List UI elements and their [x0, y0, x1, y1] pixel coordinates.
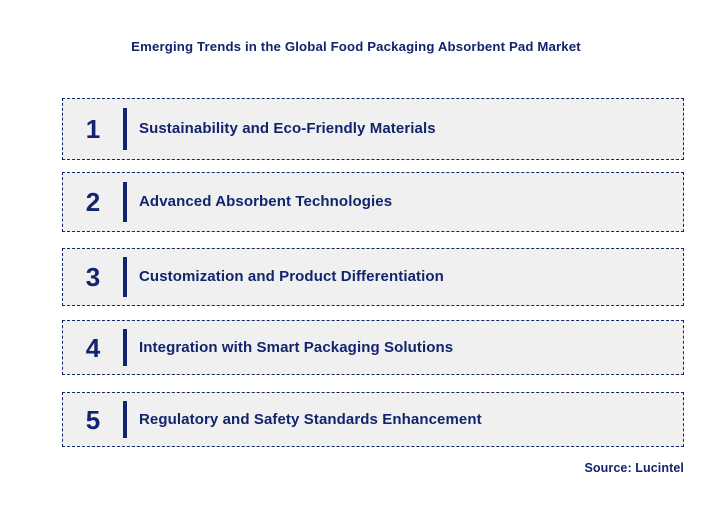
trend-label: Advanced Absorbent Technologies: [139, 193, 393, 210]
trend-label: Sustainability and Eco-Friendly Material…: [139, 120, 436, 137]
trend-number: 3: [85, 262, 101, 292]
vertical-divider-icon: [123, 257, 127, 297]
trend-label: Regulatory and Safety Standards Enhancem…: [139, 410, 482, 428]
trend-label: Customization and Product Differentiatio…: [139, 268, 444, 285]
trend-number: 4: [85, 332, 101, 363]
trend-row[interactable]: 2 Advanced Absorbent Technologies: [62, 172, 684, 232]
trend-row[interactable]: 3 Customization and Product Differentiat…: [62, 248, 684, 306]
vertical-divider-icon: [123, 108, 127, 150]
trend-number: 1: [85, 114, 101, 144]
trend-number: 2: [85, 187, 101, 217]
vertical-divider-icon: [123, 181, 127, 223]
trend-label: Integration with Smart Packaging Solutio…: [139, 338, 454, 356]
trend-row[interactable]: 4 Integration with Smart Packaging Solut…: [62, 320, 684, 375]
vertical-divider-icon: [123, 328, 127, 367]
trend-row[interactable]: 1 Sustainability and Eco-Friendly Materi…: [62, 98, 684, 160]
trend-number: 5: [85, 404, 101, 435]
vertical-divider-icon: [123, 400, 127, 439]
trend-row[interactable]: 5 Regulatory and Safety Standards Enhanc…: [62, 392, 684, 447]
page-title: Emerging Trends in the Global Food Packa…: [131, 39, 581, 54]
source-attribution: Source: Lucintel: [584, 461, 684, 475]
